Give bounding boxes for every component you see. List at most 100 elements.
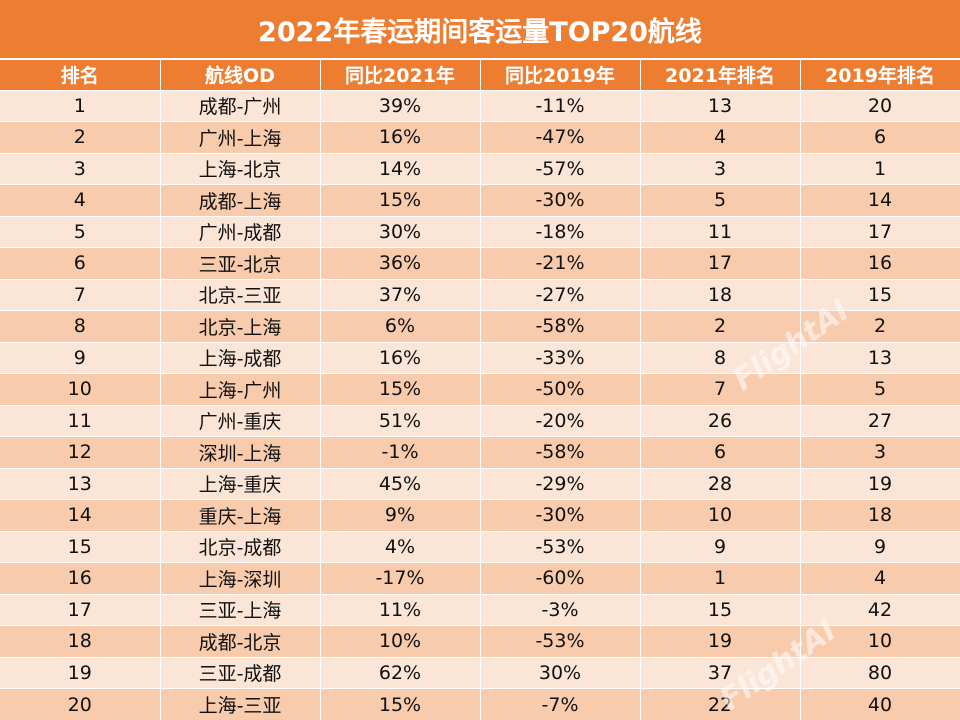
table-cell: 17	[640, 247, 801, 279]
table-cell: -58%	[480, 310, 641, 342]
table-cell: 16	[0, 562, 161, 594]
table-cell: 6	[640, 436, 801, 468]
table-cell: 37%	[320, 278, 481, 311]
table-cell: 广州-成都	[160, 215, 321, 248]
table-cell: 17	[0, 593, 161, 626]
table-cell: 5	[640, 184, 801, 216]
table-cell: 14	[800, 184, 960, 216]
table-cell: 深圳-上海	[160, 436, 321, 468]
table-cell: 9%	[320, 499, 481, 531]
table-cell: 17	[800, 215, 960, 248]
table-cell: 36%	[320, 247, 481, 279]
table-cell: 6%	[320, 310, 481, 342]
table-row: 15 北京-成都 4% -53% 9 9	[0, 530, 960, 563]
table-cell: 北京-三亚	[160, 278, 321, 311]
table-cell: 10%	[320, 625, 481, 657]
table-cell: 15	[640, 593, 801, 626]
table-cell: 6	[0, 247, 161, 279]
table-cell: 14	[0, 499, 161, 531]
table-row: 17 三亚-上海 11% -3% 15 42	[0, 593, 960, 626]
table-cell: -21%	[480, 247, 641, 279]
table-cell: 20	[0, 688, 161, 720]
table-cell: 13	[0, 467, 161, 500]
table-cell: 1	[800, 152, 960, 185]
table-cell: -58%	[480, 436, 641, 468]
table-cell: 13	[800, 341, 960, 374]
table-cell: -29%	[480, 467, 641, 500]
table-cell: 3	[0, 152, 161, 185]
table-cell: 19	[0, 656, 161, 689]
table-row: 3 上海-北京 14% -57% 3 1	[0, 152, 960, 185]
table-cell: 16%	[320, 341, 481, 374]
table-cell: 8	[0, 310, 161, 342]
table-cell: 4%	[320, 530, 481, 563]
table-cell: 12	[0, 436, 161, 468]
table-row: 20 上海-三亚 15% -7% 22 40	[0, 688, 960, 720]
table-row: 19 三亚-成都 62% 30% 37 80	[0, 656, 960, 689]
table-cell: -60%	[480, 562, 641, 594]
table-cell: 27	[800, 404, 960, 437]
table-body: 1 成都-广州 39% -11% 13 20 2 广州-上海 16% -47% 4 6 3 上海-北京 14…	[0, 89, 960, 720]
table-row: 13 上海-重庆 45% -29% 28 19	[0, 467, 960, 500]
table-cell: 15%	[320, 688, 481, 720]
table-cell: 4	[800, 562, 960, 594]
table-cell: 16%	[320, 121, 481, 153]
column-header: 2019年排名	[800, 60, 960, 90]
table-cell: 45%	[320, 467, 481, 500]
table-cell: 三亚-北京	[160, 247, 321, 279]
table-cell: 成都-上海	[160, 184, 321, 216]
table-cell: -30%	[480, 184, 641, 216]
table-cell: 4	[640, 121, 801, 153]
table-cell: -3%	[480, 593, 641, 626]
column-header: 排名	[0, 60, 161, 90]
table-row: 1 成都-广州 39% -11% 13 20	[0, 89, 960, 122]
table-row: 14 重庆-上海 9% -30% 10 18	[0, 499, 960, 531]
table-cell: 18	[800, 499, 960, 531]
table-cell: 上海-北京	[160, 152, 321, 185]
table-cell: 北京-上海	[160, 310, 321, 342]
table-cell: 30%	[480, 656, 641, 689]
table-cell: 三亚-上海	[160, 593, 321, 626]
table-cell: 18	[640, 278, 801, 311]
table-cell: 15%	[320, 184, 481, 216]
column-header: 航线OD	[160, 60, 321, 90]
table-cell: 7	[0, 278, 161, 311]
table-cell: 4	[0, 184, 161, 216]
table-cell: 10	[640, 499, 801, 531]
table-cell: 7	[640, 373, 801, 405]
table-cell: 6	[800, 121, 960, 153]
table-cell: 10	[800, 625, 960, 657]
table-cell: 42	[800, 593, 960, 626]
table-cell: 成都-北京	[160, 625, 321, 657]
table-row: 18 成都-北京 10% -53% 19 10	[0, 625, 960, 657]
table-cell: -1%	[320, 436, 481, 468]
table-cell: 9	[800, 530, 960, 563]
column-header: 同比2019年	[480, 60, 641, 90]
table-cell: -53%	[480, 530, 641, 563]
table-cell: 14%	[320, 152, 481, 185]
table-cell: 16	[800, 247, 960, 279]
table-cell: -33%	[480, 341, 641, 374]
table-cell: -20%	[480, 404, 641, 437]
table-cell: 26	[640, 404, 801, 437]
table-cell: 广州-重庆	[160, 404, 321, 437]
table-row: 7 北京-三亚 37% -27% 18 15	[0, 278, 960, 311]
table-cell: 重庆-上海	[160, 499, 321, 531]
header-row: 排名 航线OD 同比2021年 同比2019年 2021年排名 2019年排名	[0, 60, 960, 90]
table-cell: 20	[800, 89, 960, 122]
table-cell: 成都-广州	[160, 89, 321, 122]
column-header: 同比2021年	[320, 60, 481, 90]
table-cell: 28	[640, 467, 801, 500]
table-cell: -11%	[480, 89, 641, 122]
table-cell: 上海-深圳	[160, 562, 321, 594]
table-cell: -47%	[480, 121, 641, 153]
table-cell: 2	[0, 121, 161, 153]
table-cell: 22	[640, 688, 801, 720]
table-row: 6 三亚-北京 36% -21% 17 16	[0, 247, 960, 279]
table-cell: 18	[0, 625, 161, 657]
table-cell: 广州-上海	[160, 121, 321, 153]
table-title: 2022年春运期间客运量TOP20航线	[0, 0, 960, 60]
table-cell: 19	[800, 467, 960, 500]
table-cell: 三亚-成都	[160, 656, 321, 689]
table-cell: 3	[640, 152, 801, 185]
